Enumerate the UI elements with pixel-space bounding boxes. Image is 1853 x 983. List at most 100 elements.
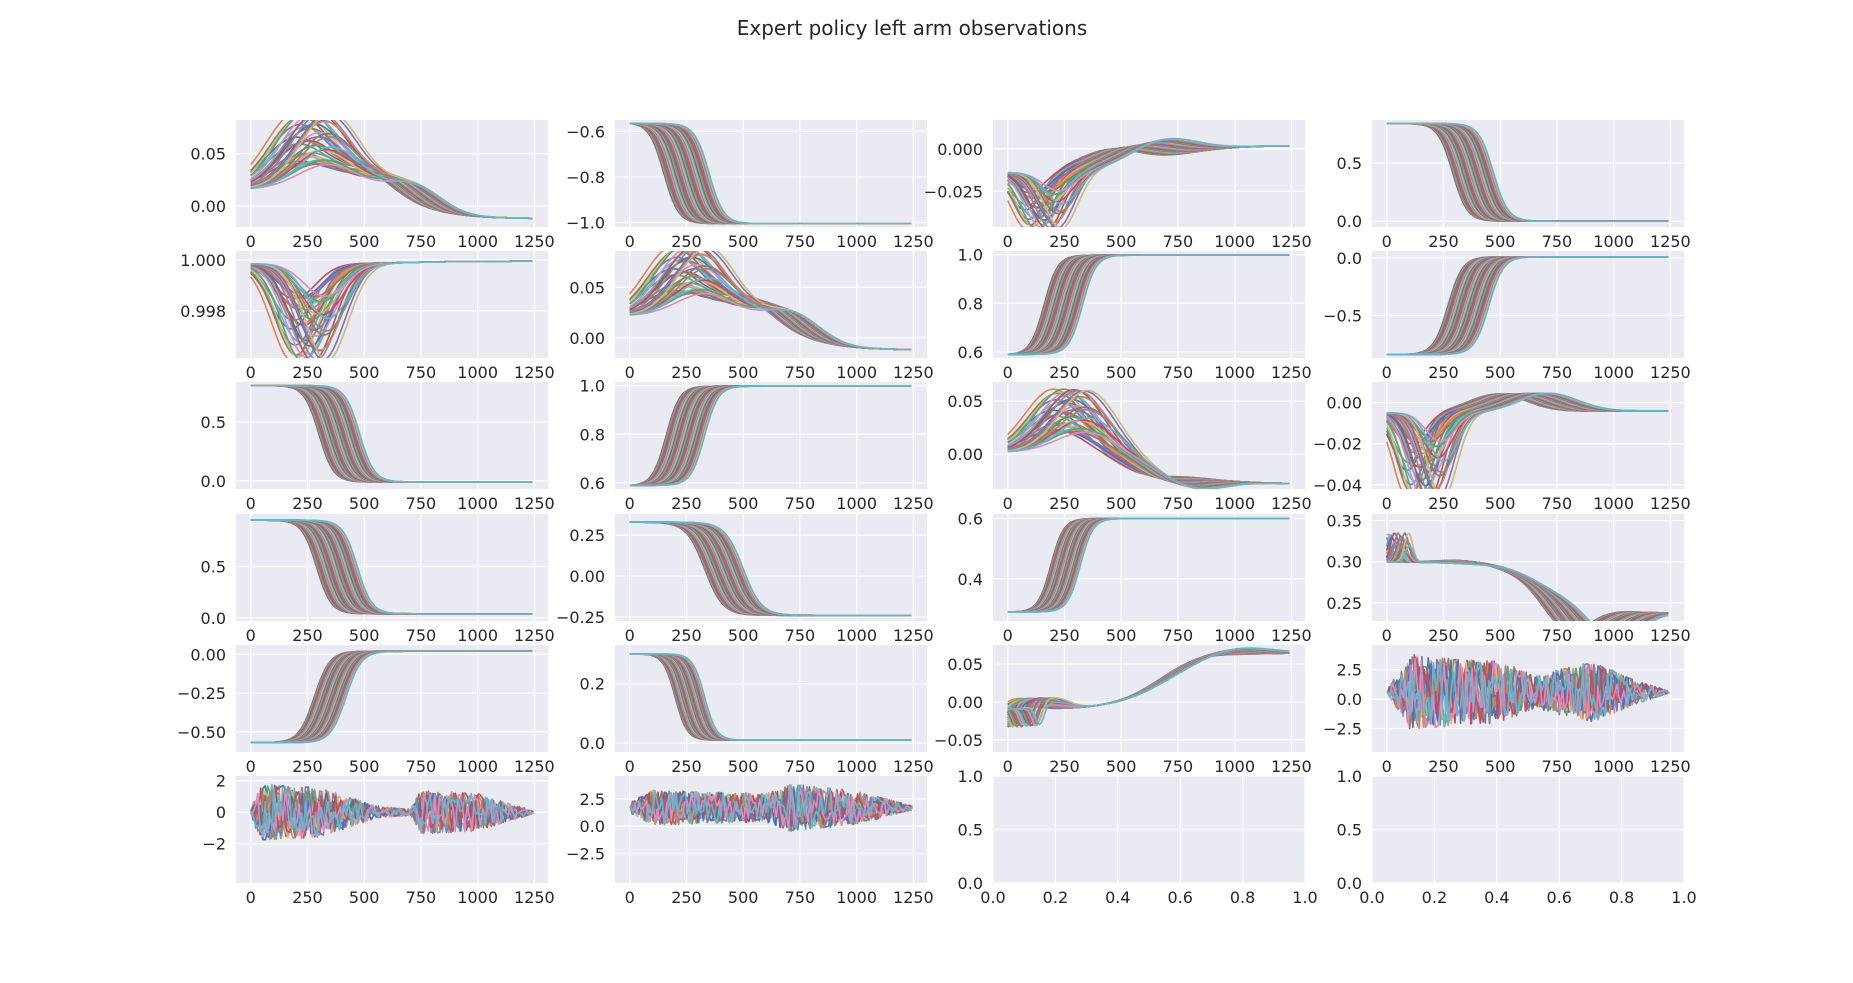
y-tick-label: 0.05 — [947, 655, 983, 674]
y-tick-label: −0.5 — [1323, 306, 1362, 325]
y-tick-label: 0.05 — [947, 392, 983, 411]
axes-background — [1372, 514, 1684, 621]
x-tick-label: 1000 — [1593, 757, 1634, 776]
series-lines — [1006, 137, 1290, 227]
series-lines — [629, 251, 912, 351]
series-lines — [250, 384, 533, 483]
x-tick-label: 750 — [1542, 232, 1573, 251]
x-tick-label: 0 — [625, 232, 635, 251]
y-tick-label: −1.0 — [566, 213, 605, 232]
y-tick-label: 0.2 — [580, 675, 605, 694]
x-tick-label: 500 — [349, 888, 380, 907]
series-lines — [629, 521, 912, 617]
x-tick-label: 1000 — [1593, 626, 1634, 645]
y-tick-label: 0.00 — [947, 693, 983, 712]
x-tick-label: 0.2 — [1043, 888, 1068, 907]
x-tick-label: 0 — [625, 626, 635, 645]
series-lines — [629, 122, 912, 225]
x-tick-label: 1250 — [893, 494, 934, 513]
x-tick-label: 750 — [1542, 363, 1573, 382]
y-tick-label: 0.25 — [1326, 594, 1362, 613]
x-tick-label: 1000 — [836, 494, 877, 513]
x-tick-label: 750 — [406, 626, 437, 645]
x-tick-label: 750 — [1163, 626, 1194, 645]
x-tick-label: 250 — [292, 757, 323, 776]
y-tick-label: 0.30 — [1326, 553, 1362, 572]
x-tick-label: 250 — [1049, 232, 1080, 251]
subplot-r5c4: 0 250 500 750 1000 1250 2.5 0.0 −2.5 — [1323, 645, 1691, 776]
series-lines — [250, 120, 533, 220]
x-tick-label: 1000 — [836, 888, 877, 907]
y-tick-label: 0 — [216, 803, 226, 822]
x-tick-label: 0 — [246, 626, 256, 645]
figure-title: Expert policy left arm observations — [737, 16, 1088, 40]
x-tick-label: 750 — [785, 757, 816, 776]
x-tick-label: 250 — [1428, 494, 1459, 513]
y-tick-label: 0.0 — [201, 609, 226, 628]
series-lines — [250, 783, 535, 841]
x-tick-label: 250 — [671, 232, 702, 251]
x-tick-label: 1250 — [514, 494, 555, 513]
x-tick-label: 250 — [1428, 757, 1459, 776]
y-tick-label: −0.25 — [177, 684, 226, 703]
x-tick-label: 500 — [728, 757, 759, 776]
subplot-r3c3: 0 250 500 750 1000 1250 0.05 0.00 — [947, 382, 1312, 513]
subplot-r4c4: 0 250 500 750 1000 1250 0.35 0.30 0.25 — [1326, 512, 1690, 645]
subplot-r3c2: 0 250 500 750 1000 1250 1.0 0.8 0.6 — [580, 377, 934, 513]
x-tick-label: 0.0 — [1359, 888, 1384, 907]
x-tick-label: 500 — [349, 494, 380, 513]
x-tick-label: 750 — [406, 232, 437, 251]
subplot-r4c3: 0 250 500 750 1000 1250 0.6 0.4 — [958, 510, 1312, 645]
series-lines — [1386, 256, 1669, 356]
series-lines — [1386, 122, 1669, 222]
y-tick-label: 0.05 — [569, 278, 605, 297]
series-lines — [1386, 654, 1670, 730]
y-tick-label: 0.0 — [1337, 249, 1362, 268]
x-tick-label: 500 — [1485, 626, 1516, 645]
y-tick-label: 0.8 — [580, 425, 605, 444]
subplot-r4c2: 0 250 500 750 1000 1250 0.25 0.00 −0.25 — [556, 514, 934, 645]
x-tick-label: 500 — [728, 363, 759, 382]
x-tick-label: 1000 — [836, 232, 877, 251]
x-tick-label: 0 — [1003, 494, 1013, 513]
x-tick-label: 1000 — [1593, 232, 1634, 251]
x-tick-label: 1250 — [1650, 626, 1691, 645]
subplot-r1c3: 0 250 500 750 1000 1250 0.000 −0.025 — [924, 120, 1312, 251]
x-tick-label: 500 — [728, 494, 759, 513]
x-tick-label: 1250 — [1271, 626, 1312, 645]
x-tick-label: 0 — [1003, 363, 1013, 382]
x-tick-label: 0 — [246, 363, 256, 382]
x-tick-label: 750 — [785, 888, 816, 907]
x-tick-label: 1000 — [457, 494, 498, 513]
y-tick-label: 1.0 — [580, 377, 605, 396]
x-tick-label: 1250 — [514, 232, 555, 251]
x-tick-label: 250 — [1049, 494, 1080, 513]
axes-background — [236, 382, 548, 489]
subplot-r2c2: 0 250 500 750 1000 1250 0.05 0.00 — [569, 251, 934, 382]
subplot-r6c2: 0 250 500 750 1000 1250 2.5 0.0 −2.5 — [566, 776, 934, 907]
x-tick-label: 0.6 — [1546, 888, 1571, 907]
x-tick-label: 0 — [246, 888, 256, 907]
y-tick-label: 0.00 — [947, 445, 983, 464]
subplot-r6c4: 0.0 0.2 0.4 0.6 0.8 1.0 1.0 0.5 0.0 — [1337, 767, 1697, 907]
y-tick-label: 0.35 — [1326, 512, 1362, 531]
series-line — [1386, 544, 1669, 621]
x-tick-label: 1250 — [893, 626, 934, 645]
x-tick-label: 250 — [1428, 626, 1459, 645]
y-tick-label: 0.0 — [201, 472, 226, 491]
y-tick-label: 0.0 — [958, 874, 983, 893]
y-tick-label: 0.00 — [569, 329, 605, 348]
y-tick-label: 0.5 — [1337, 821, 1362, 840]
subplot-r6c1: 0 250 500 750 1000 1250 2 0 −2 — [202, 772, 554, 907]
x-tick-label: 750 — [785, 363, 816, 382]
y-tick-label: −0.05 — [934, 731, 983, 750]
y-tick-label: 0.05 — [190, 145, 226, 164]
x-tick-label: 0.4 — [1105, 888, 1130, 907]
y-tick-label: −0.04 — [1313, 476, 1362, 495]
x-tick-label: 500 — [1106, 626, 1137, 645]
x-tick-label: 500 — [1485, 363, 1516, 382]
x-tick-label: 500 — [349, 757, 380, 776]
x-tick-label: 250 — [671, 888, 702, 907]
x-tick-label: 0.4 — [1484, 888, 1509, 907]
